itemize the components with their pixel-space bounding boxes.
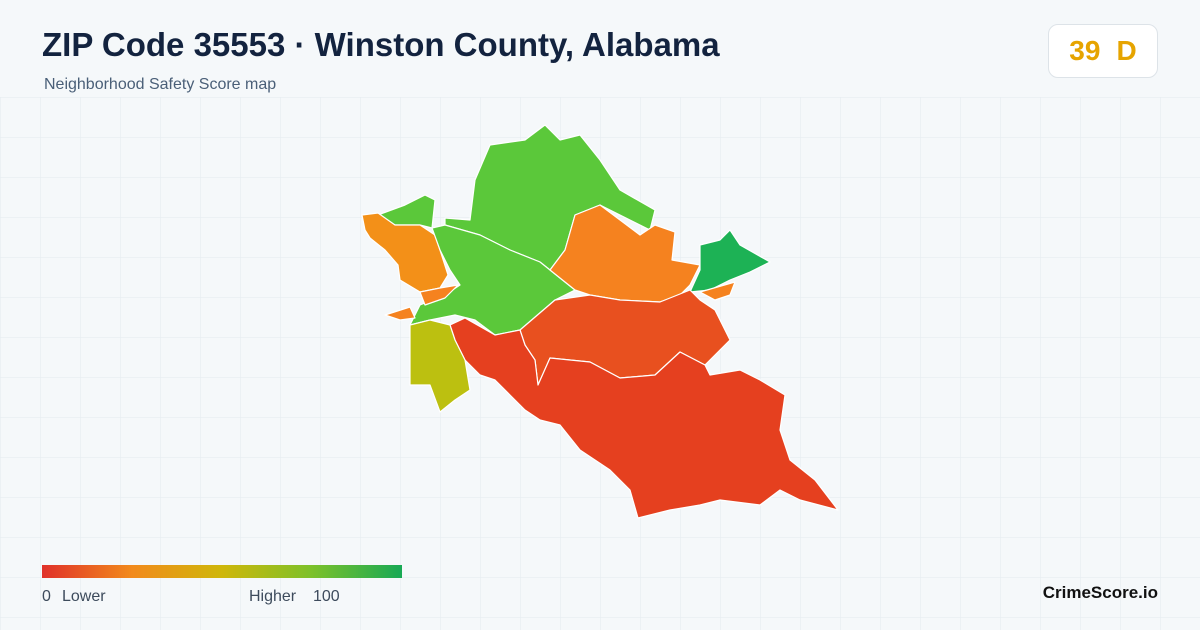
subtitle: Neighborhood Safety Score map xyxy=(44,76,277,93)
score-value: 39 xyxy=(1069,35,1101,66)
region xyxy=(699,281,736,301)
brand: CrimeScore.io xyxy=(1042,583,1158,602)
legend-min-label: Lower xyxy=(62,588,106,605)
title: ZIP Code 35553 · Winston County, Alabama xyxy=(42,26,720,63)
region xyxy=(409,224,576,336)
score-badge: 39 D xyxy=(1048,24,1158,78)
legend-max-label: Higher xyxy=(249,588,297,605)
regions xyxy=(361,124,839,519)
legend-gradient xyxy=(42,565,402,578)
region xyxy=(449,317,839,519)
region xyxy=(384,306,416,321)
region xyxy=(409,319,471,413)
legend-min: 0 xyxy=(42,588,51,605)
region xyxy=(419,284,459,306)
legend-max: 100 xyxy=(313,588,340,605)
region xyxy=(549,204,701,303)
region xyxy=(689,229,771,293)
score-grade: D xyxy=(1116,35,1137,66)
